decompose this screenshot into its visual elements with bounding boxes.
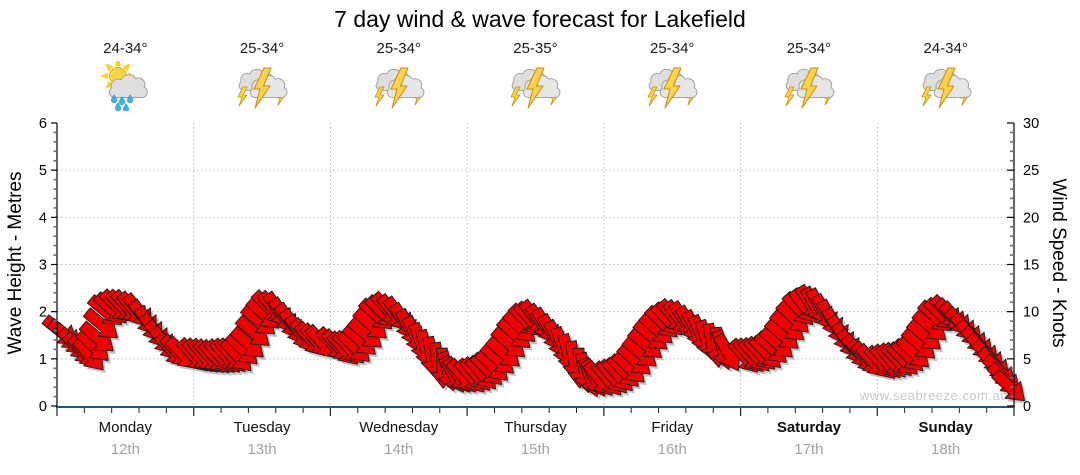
svg-text:20: 20 [1023,210,1039,226]
svg-text:0: 0 [39,399,47,415]
temperature-range: 25-34° [650,40,695,57]
day-label-saturday: Saturday 17th [741,419,878,458]
day-date: 18th [931,441,961,458]
svg-text:25: 25 [1023,163,1039,179]
temperature-range: 25-35° [513,40,558,57]
page-title: 7 day wind & wave forecast for Lakefield [334,6,746,32]
svg-text:5: 5 [39,163,47,179]
day-name: Wednesday [359,419,439,436]
day-name: Thursday [504,419,567,436]
day-name: Monday [98,419,153,436]
temperature-range: 25-34° [786,40,832,57]
temperature-range: 24-34° [923,40,968,57]
day-header-friday: 25-34° [604,40,741,111]
wind-arrow [991,368,1025,402]
wind-arrows-layer [41,283,1025,402]
svg-text:4: 4 [39,210,47,226]
day-header-thursday: 25-35° [467,40,604,111]
day-label-sunday: Sunday 18th [877,419,1014,458]
day-header-saturday: 25-34° [741,40,878,111]
day-date: 14th [384,441,414,458]
day-name: Sunday [918,419,973,436]
day-header-tuesday: 25-34° [194,40,331,111]
day-date: 13th [247,441,277,458]
day-label-monday: Monday 12th [57,419,194,458]
day-header-monday: 24-34° [57,40,194,111]
svg-text:10: 10 [1023,305,1039,321]
thunderstorm-icon [604,61,741,111]
svg-text:2: 2 [39,305,47,321]
wind-axis-title: Wind Speed - Knots [1048,178,1069,348]
temperature-range: 25-34° [376,40,421,57]
day-date: 12th [110,441,140,458]
temperature-range: 25-34° [239,40,285,57]
svg-text:30: 30 [1023,116,1039,132]
day-header-wednesday: 25-34° [330,40,467,111]
day-label-wednesday: Wednesday 14th [330,419,467,458]
sun-showers-icon [57,61,194,111]
day-name: Saturday [776,419,842,436]
svg-text:0: 0 [1023,399,1031,415]
day-name: Friday [651,419,694,436]
day-label-tuesday: Tuesday 13th [194,419,331,458]
day-date: 15th [520,441,551,458]
temperature-range: 24-34° [103,40,148,57]
watermark: www.seabreeze.com.au [859,388,1008,403]
thunderstorm-icon [877,61,1014,111]
svg-text:15: 15 [1023,258,1039,274]
svg-text:5: 5 [1023,352,1031,368]
tick-labels: 0 1 2 3 4 5 6 0 5 10 15 20 25 30 [39,116,1039,415]
axis-ticks [51,122,1015,416]
day-label-thursday: Thursday 15th [467,419,604,458]
thunderstorm-icon [330,61,467,111]
thunderstorm-icon [741,61,878,111]
wave-axis-title: Wave Height - Metres [5,171,26,355]
svg-text:3: 3 [39,258,47,274]
day-label-friday: Friday 16th [604,419,741,458]
day-date: 16th [657,441,687,458]
thunderstorm-icon [467,61,604,111]
day-name: Tuesday [233,419,291,436]
day-date: 17th [794,441,824,458]
day-header-sunday: 24-34° [877,40,1014,111]
thunderstorm-icon [194,61,331,111]
svg-text:1: 1 [39,352,47,368]
svg-text:6: 6 [39,116,47,132]
